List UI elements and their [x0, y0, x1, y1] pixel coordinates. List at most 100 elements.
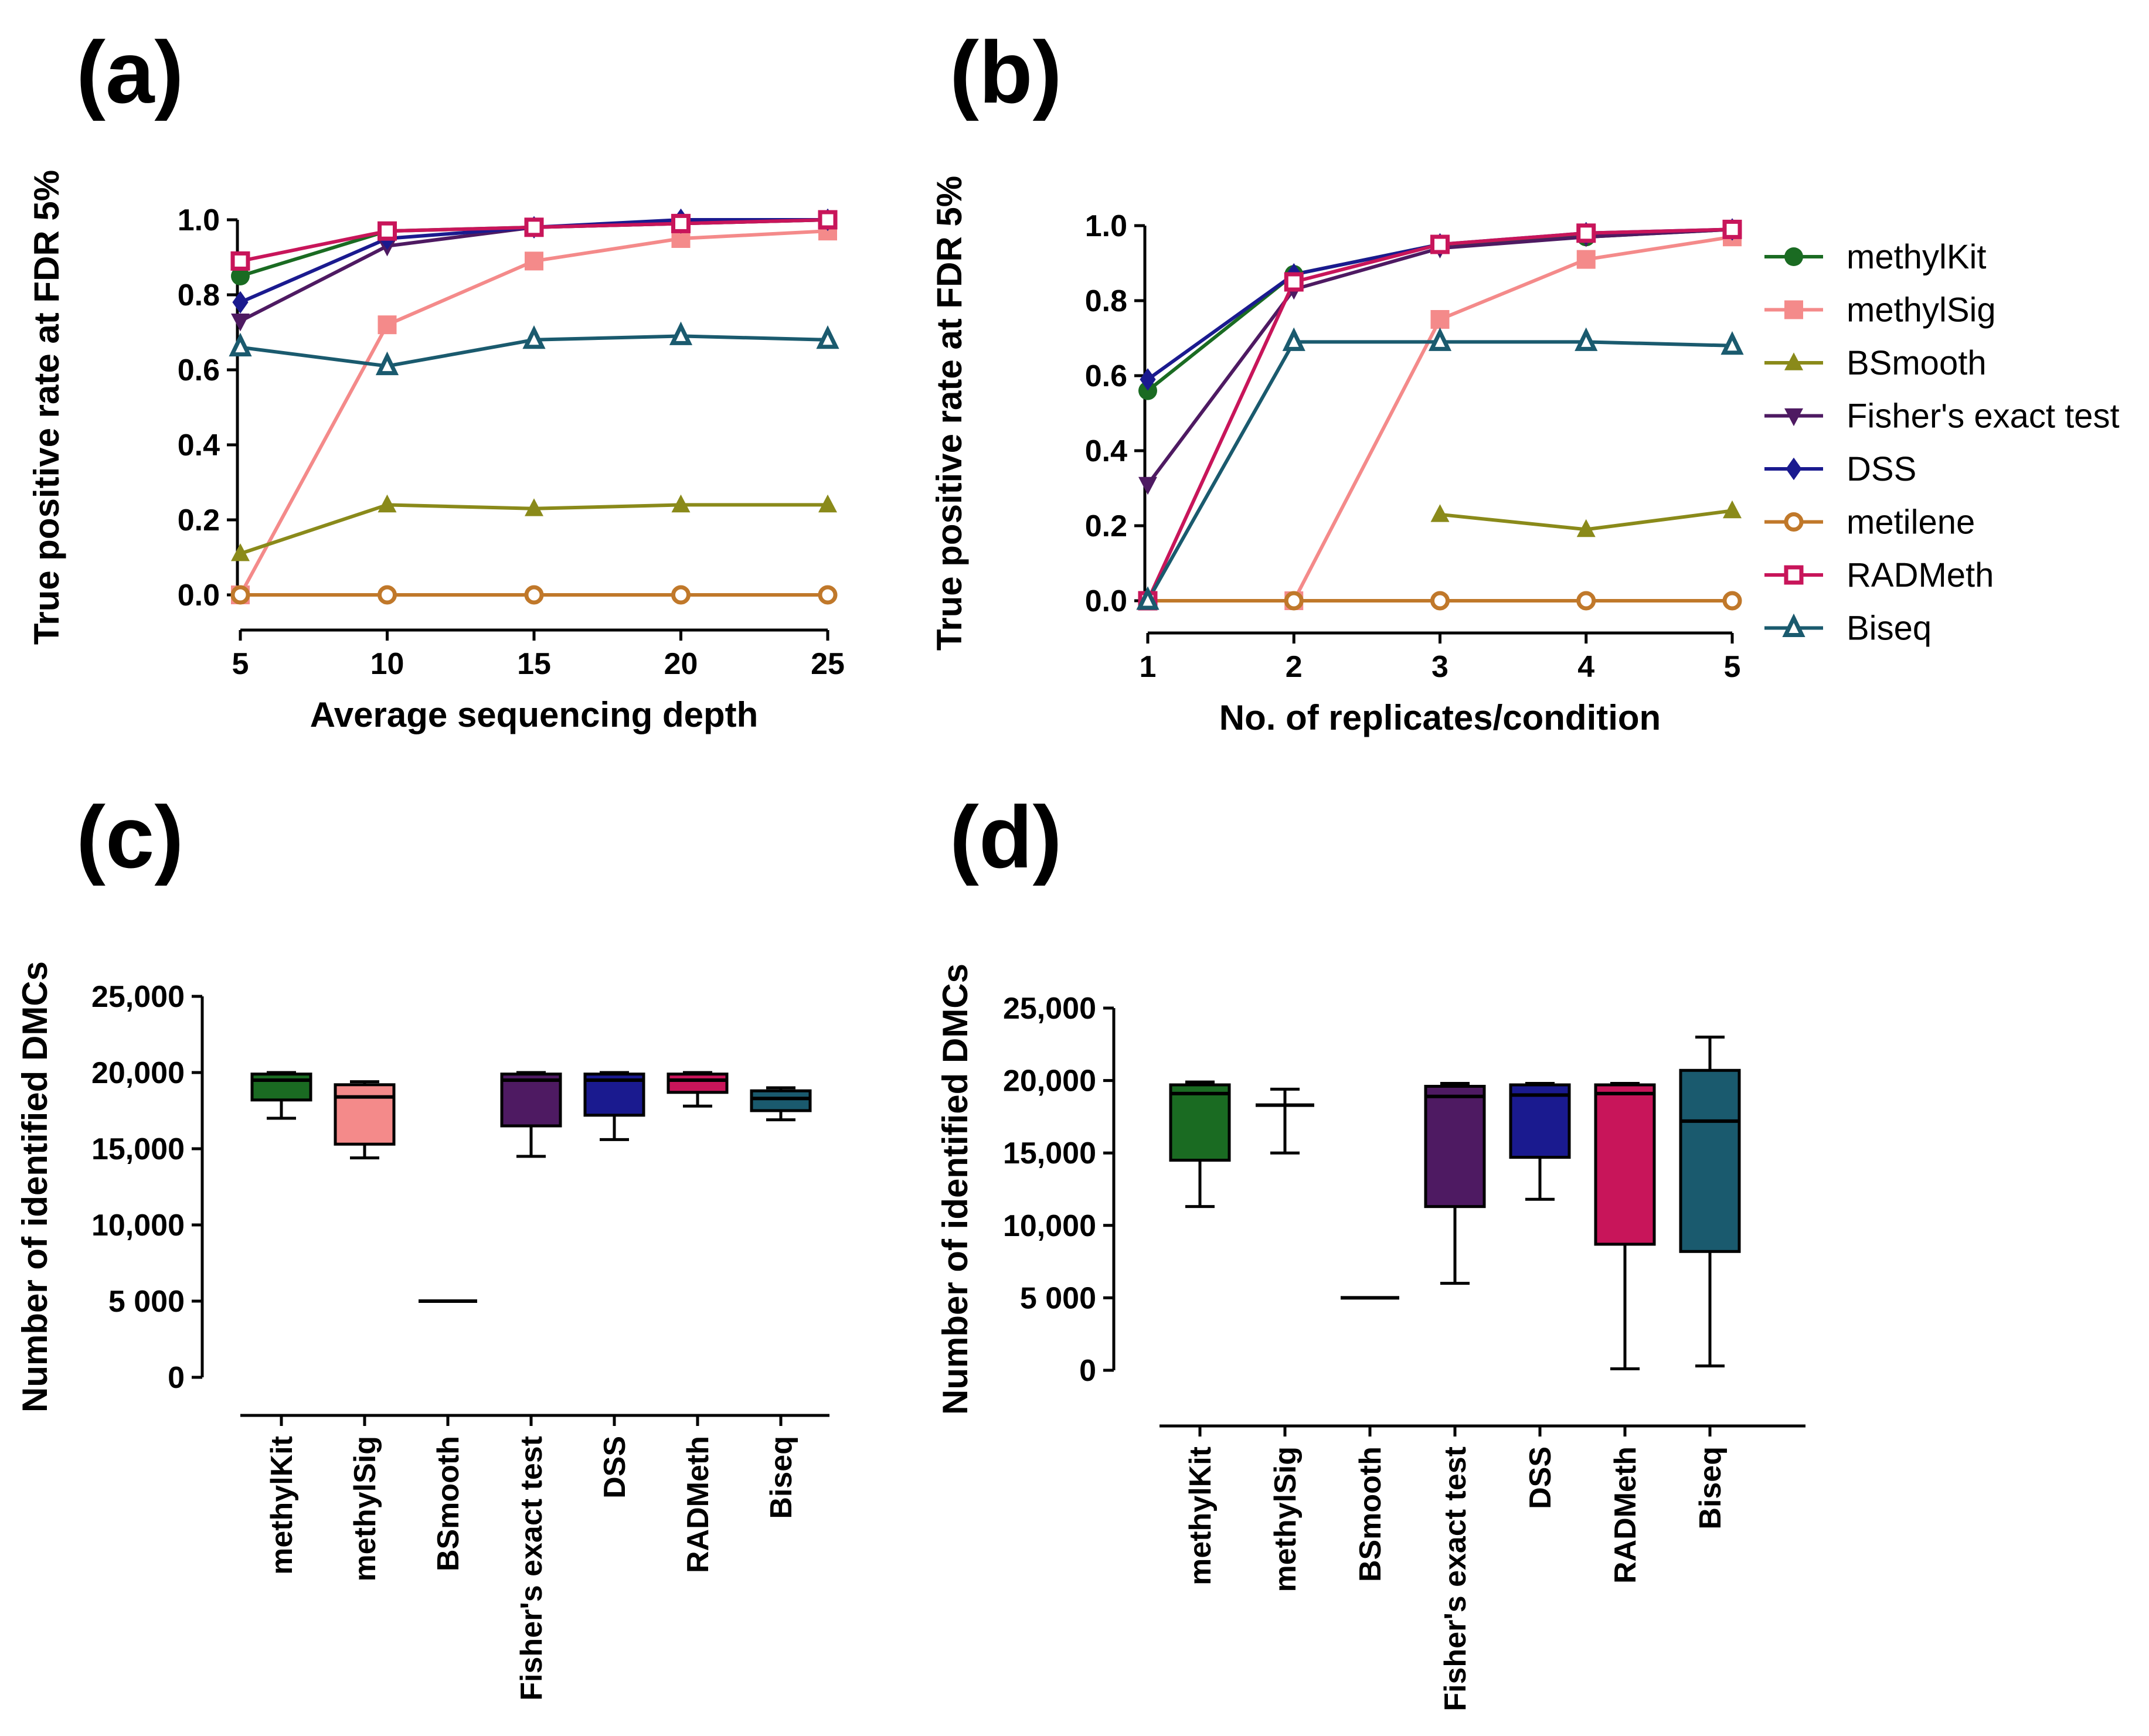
legend-marker-biseq	[1782, 613, 1805, 637]
chart-d-xtick-label-methylkit: methylKit	[1184, 1446, 1218, 1585]
chart-d-ytick-label: 25,000	[1003, 992, 1096, 1026]
chart-b-point-biseq	[1428, 327, 1452, 351]
chart-a-point-bsmooth	[818, 494, 837, 513]
chart-b-point-radmeth	[1284, 272, 1304, 292]
chart-d-box-methylkit	[1169, 1083, 1231, 1162]
chart-a-point-metilene	[818, 585, 838, 605]
chart-b-line-biseq	[1146, 340, 1733, 602]
chart-a-point-bsmooth	[231, 543, 250, 561]
chart-c-ytick-label: 5 000	[108, 1285, 185, 1319]
chart-a-point-bsmooth	[525, 498, 543, 516]
chart-b-point-bsmooth	[1430, 504, 1450, 522]
chart-d-ytick-label: 10,000	[1003, 1209, 1096, 1243]
chart-b-point-biseq	[1282, 327, 1305, 351]
chart-b-point-biseq	[1136, 586, 1159, 610]
chart-a-point-methylsig	[378, 315, 397, 335]
chart-d-box-radmeth	[1594, 1083, 1656, 1246]
panel-label-b: (b)	[950, 23, 1062, 121]
chart-c-xtick-label-fisher-s-exact-test: Fisher's exact test	[515, 1436, 549, 1701]
chart-d-xtick-label-radmeth: RADMeth	[1609, 1446, 1643, 1584]
chart-b-point-bsmooth	[1576, 519, 1596, 537]
legend-marker-dss	[1786, 457, 1802, 481]
legend-marker-bsmooth	[1784, 352, 1803, 370]
chart-d-xtick-label-fisher-s-exact-test: Fisher's exact test	[1439, 1446, 1473, 1711]
chart-c-ytick-label: 15,000	[91, 1132, 185, 1166]
legend-marker-radmeth	[1784, 565, 1804, 585]
chart-d-xtick-label-biseq: Biseq	[1694, 1446, 1728, 1530]
chart-b-ytick-label: 0.2	[1085, 509, 1127, 543]
chart-c-box-biseq	[750, 1089, 812, 1112]
chart-a-point-radmeth	[378, 221, 397, 241]
chart-d-ytick-label: 5 000	[1020, 1281, 1096, 1315]
chart-b-ytick-label: 0.0	[1085, 584, 1127, 618]
chart-a-xtick-label: 5	[232, 647, 249, 681]
chart-c-ytick-label: 10,000	[91, 1209, 185, 1243]
chart-a-ytick-label: 0.2	[178, 503, 220, 537]
chart-a-point-dss	[232, 291, 249, 314]
legend-label-radmeth: RADMeth	[1847, 556, 1994, 594]
chart-b-point-biseq	[1575, 327, 1598, 351]
chart-d: 0 5 000 10,000 15,000 20,000 25,000 Number of …	[936, 964, 1805, 1711]
chart-d-xtick-label-methylsig: methylSig	[1269, 1446, 1303, 1592]
chart-a-point-bsmooth	[671, 494, 691, 513]
chart-d-ylabel: Number of identified DMCs	[936, 964, 975, 1415]
chart-c-box-methylsig	[334, 1083, 396, 1146]
chart-a-ytick-label: 0.4	[178, 428, 220, 462]
chart-a-point-fisher-s-exact-test	[231, 314, 250, 332]
chart-c-xtick-label-radmeth: RADMeth	[681, 1436, 715, 1573]
chart-b-point-radmeth	[1722, 219, 1742, 239]
chart-d-ytick-label: 0	[1079, 1354, 1096, 1388]
chart-b-point-metilene	[1284, 591, 1304, 611]
chart-a: 0.0 0.2 0.4 0.6 0.8 1.0 5 10 15 20 25 Average seque…	[27, 170, 845, 734]
chart-b: 0.0 0.2 0.4 0.6 0.8 1.0 1 2 3 4 5 No. of replicates…	[930, 176, 1744, 737]
legend-marker-methylsig	[1784, 300, 1803, 319]
chart-b-xtick-label: 2	[1286, 650, 1303, 684]
chart-b-ylabel: True positive rate at FDR 5%	[930, 176, 969, 651]
chart-a-point-methylsig	[525, 251, 543, 271]
chart-d-xtick-label-dss: DSS	[1524, 1446, 1558, 1509]
chart-a-ylabel: True positive rate at FDR 5%	[27, 170, 66, 645]
chart-a-ytick-label: 0.6	[178, 353, 220, 387]
chart-a-point-metilene	[378, 585, 397, 605]
legend-label-bsmooth: BSmooth	[1847, 344, 1987, 382]
chart-b-point-fisher-s-exact-test	[1138, 476, 1157, 495]
chart-b-ytick-label: 1.0	[1085, 209, 1127, 243]
chart-b-point-bsmooth	[1723, 500, 1742, 519]
chart-b-ytick-label: 0.6	[1085, 359, 1127, 393]
chart-c-xtick-label-biseq: Biseq	[764, 1436, 798, 1519]
chart-b-xtick-label: 4	[1577, 650, 1594, 684]
chart-a-xtick-label: 10	[370, 647, 404, 681]
chart-a-point-metilene	[671, 585, 691, 605]
chart-a-ytick-label: 0.0	[178, 578, 220, 612]
chart-c-box-fisher-s-exact-test	[500, 1073, 562, 1128]
chart-c-ytick-label: 20,000	[91, 1056, 185, 1090]
panel-label-c: (c)	[76, 788, 183, 886]
chart-b-point-radmeth	[1576, 223, 1596, 243]
chart-b-point-biseq	[1720, 331, 1744, 355]
chart-b-line-radmeth	[1146, 227, 1733, 602]
chart-a-xtick-label: 25	[811, 647, 845, 681]
chart-c: 0 5 000 10,000 15,000 20,000 25,000 Number of …	[15, 961, 829, 1701]
legend-label-biseq: Biseq	[1847, 610, 1932, 648]
chart-c-ylabel: Number of identified DMCs	[15, 961, 55, 1412]
chart-a-xtick-label: 20	[664, 647, 698, 681]
chart-c-xtick-label-dss: DSS	[598, 1436, 632, 1499]
chart-a-point-biseq	[375, 351, 399, 376]
chart-a-point-radmeth	[818, 210, 838, 230]
chart-b-point-metilene	[1722, 591, 1742, 611]
chart-a-xlabel: Average sequencing depth	[310, 695, 759, 734]
chart-d-box-biseq	[1679, 1068, 1741, 1253]
chart-c-xtick-label-methylkit: methylKit	[265, 1436, 299, 1575]
chart-a-point-methylkit	[231, 267, 250, 285]
chart-a-point-biseq	[669, 321, 693, 345]
chart-a-xtick-label: 15	[517, 647, 551, 681]
chart-b-point-dss	[1140, 368, 1156, 391]
chart-b-ytick-label: 0.8	[1085, 284, 1127, 318]
chart-c-xtick-label-bsmooth: BSmooth	[431, 1436, 465, 1571]
chart-c-box-radmeth	[667, 1073, 729, 1094]
chart-a-point-radmeth	[524, 217, 544, 237]
chart-a-point-biseq	[816, 325, 839, 349]
chart-a-point-metilene	[524, 585, 544, 605]
chart-b-point-metilene	[1576, 591, 1596, 611]
